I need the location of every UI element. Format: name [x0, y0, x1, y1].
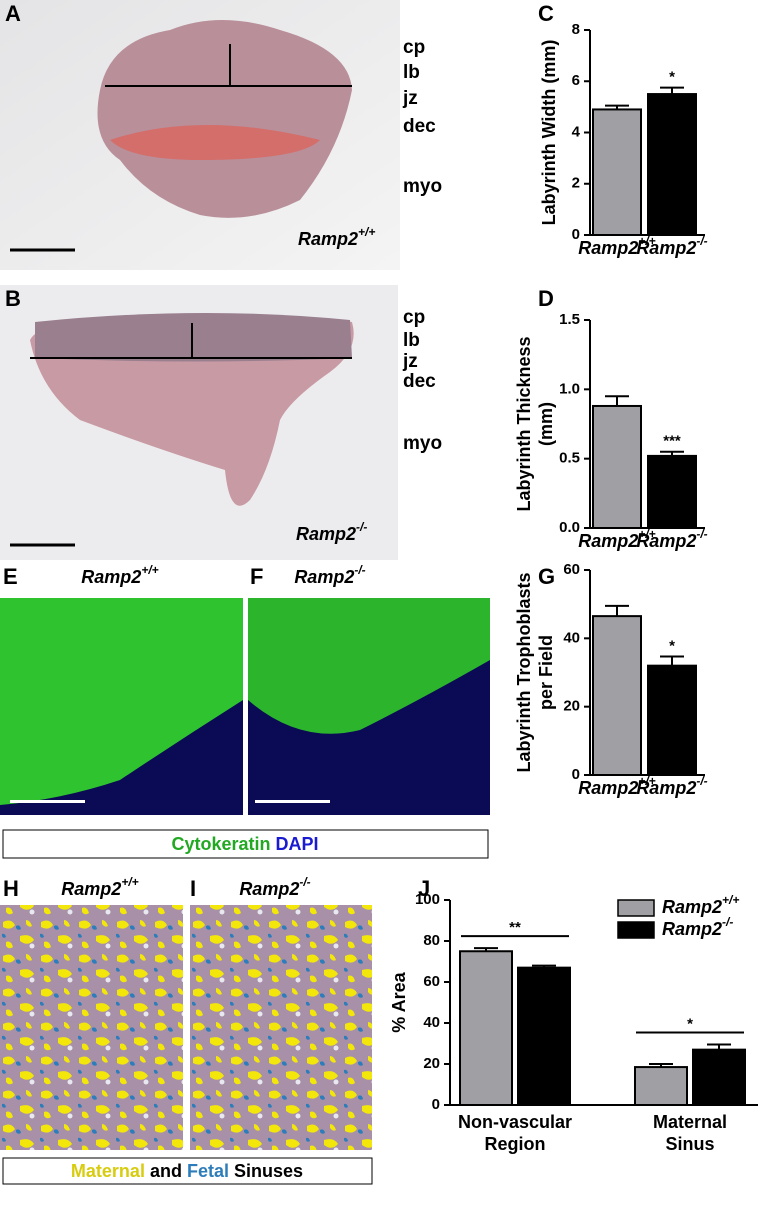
genotype-label: Ramp2+/+	[298, 225, 375, 249]
y-tick-label: 0	[572, 766, 580, 783]
legend-swatch	[617, 899, 655, 917]
panel-a-image	[0, 0, 400, 270]
genotype-label: Ramp2-/-	[239, 875, 310, 899]
zone-label: dec	[403, 116, 436, 137]
genotype-label: Ramp2-/-	[294, 563, 365, 587]
bar	[647, 664, 697, 777]
panel-f-image	[248, 598, 490, 815]
panel-letter: J	[418, 876, 430, 901]
legend-label: Ramp2-/-	[662, 915, 733, 939]
y-axis-label: Labyrinth Trophoblasts	[514, 572, 534, 772]
x-tick-label: Ramp2-/-	[636, 527, 707, 551]
zone-label: jz	[402, 351, 418, 372]
zone-label: cp	[403, 307, 425, 328]
y-tick-label: 60	[423, 973, 440, 990]
caption-word: DAPI	[276, 834, 319, 854]
y-tick-label: 20	[423, 1055, 440, 1072]
zone-label: lb	[403, 62, 420, 83]
y-tick-label: 2	[572, 175, 580, 192]
panel-letter: F	[250, 564, 263, 589]
y-axis-label: per Field	[536, 635, 556, 710]
bar	[647, 93, 697, 236]
caption-word: Maternal	[71, 1161, 145, 1181]
caption-word: Sinuses	[234, 1161, 303, 1181]
panel-i-image	[190, 905, 372, 1150]
y-tick-label: 100	[415, 891, 440, 908]
x-tick-label: Sinus	[665, 1134, 714, 1154]
panel-b-image	[0, 285, 398, 560]
y-axis-label: % Area	[389, 971, 409, 1032]
y-tick-label: 40	[563, 629, 580, 646]
y-tick-label: 0	[572, 226, 580, 243]
panel-letter: E	[3, 564, 18, 589]
significance: ***	[663, 433, 681, 450]
y-tick-label: 1.5	[559, 311, 580, 328]
legend-label: Ramp2+/+	[662, 893, 739, 917]
genotype-label: Ramp2+/+	[61, 875, 138, 899]
zone-label: myo	[403, 433, 442, 454]
x-tick-label: Region	[485, 1134, 546, 1154]
x-tick-label: Maternal	[653, 1112, 727, 1132]
panel-e-image	[0, 598, 243, 815]
y-axis-label: (mm)	[536, 402, 556, 446]
x-tick-label: Ramp2+/+	[578, 527, 655, 551]
y-tick-label: 4	[572, 123, 581, 140]
y-tick-label: 0.5	[559, 450, 580, 467]
zone-label: lb	[403, 330, 420, 351]
y-tick-label: 20	[563, 698, 580, 715]
zone-label: dec	[403, 371, 436, 392]
panel-letter: I	[190, 876, 196, 901]
zone-label: jz	[402, 88, 418, 109]
caption-box	[2, 829, 489, 859]
panel-h-image	[0, 905, 183, 1150]
bar	[517, 966, 571, 1107]
bar	[459, 950, 513, 1106]
x-tick-label: Ramp2-/-	[636, 234, 707, 258]
y-axis-label: Labyrinth Width (mm)	[539, 40, 559, 226]
zone-label: myo	[403, 176, 442, 197]
panel-letter: B	[5, 286, 21, 311]
bar	[634, 1066, 688, 1106]
panel-letter: D	[538, 286, 554, 311]
significance: *	[687, 1015, 693, 1032]
panel-letter: A	[5, 1, 21, 26]
y-tick-label: 0.0	[559, 519, 580, 536]
x-tick-label: Ramp2-/-	[636, 774, 707, 798]
bar	[647, 454, 697, 530]
y-tick-label: 40	[423, 1014, 440, 1031]
bar	[592, 404, 642, 529]
bar	[692, 1048, 746, 1107]
panel-letter: C	[538, 1, 554, 26]
bar	[592, 615, 642, 776]
y-tick-label: 60	[563, 561, 580, 578]
y-tick-label: 8	[572, 21, 580, 38]
genotype-label: Ramp2+/+	[81, 563, 158, 587]
panel-letter: G	[538, 564, 555, 589]
y-tick-label: 80	[423, 932, 440, 949]
bar	[592, 108, 642, 236]
x-tick-label: Non-vascular	[458, 1112, 572, 1132]
y-tick-label: 0	[432, 1096, 440, 1113]
legend-swatch	[617, 921, 655, 939]
genotype-label: Ramp2-/-	[296, 520, 367, 544]
y-tick-label: 1.0	[559, 380, 580, 397]
y-tick-label: 6	[572, 72, 580, 89]
caption-word: Fetal	[187, 1161, 229, 1181]
caption-word: and	[150, 1161, 182, 1181]
caption: Maternal and Fetal Sinuses	[71, 1161, 303, 1181]
caption: Cytokeratin DAPI	[171, 834, 318, 854]
panel-letter: H	[3, 876, 19, 901]
significance: *	[669, 637, 675, 654]
significance: **	[509, 919, 521, 936]
y-axis-label: Labyrinth Thickness	[514, 336, 534, 511]
x-tick-label: Ramp2+/+	[578, 234, 655, 258]
zone-label: cp	[403, 37, 425, 58]
significance: *	[669, 69, 675, 86]
caption-word: Cytokeratin	[171, 834, 270, 854]
x-tick-label: Ramp2+/+	[578, 774, 655, 798]
caption-box	[2, 1157, 373, 1185]
